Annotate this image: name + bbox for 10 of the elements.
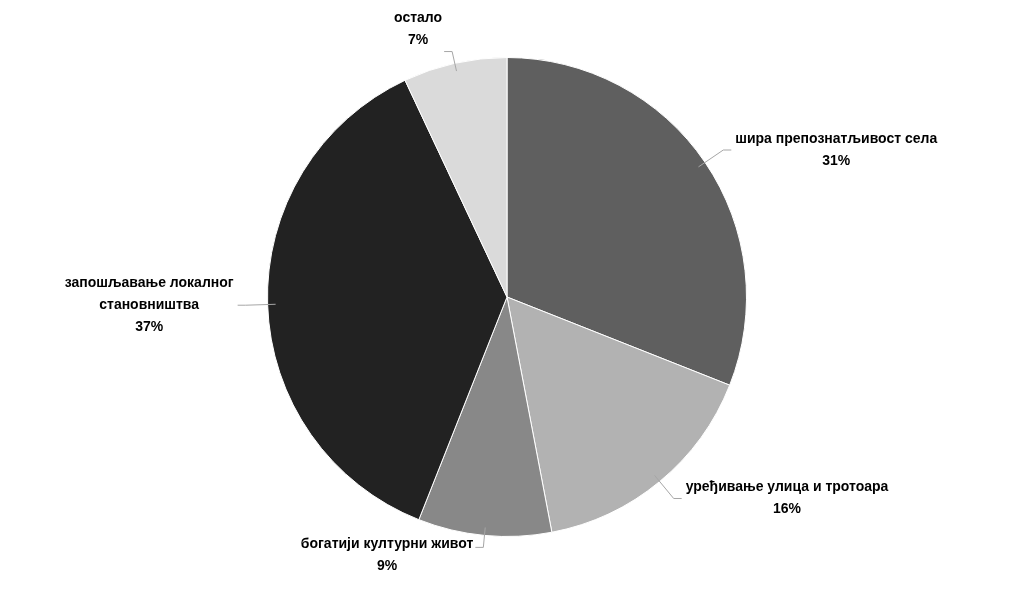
data-label: 37% [135, 318, 164, 335]
data-label: 7% [407, 31, 429, 48]
slice-label: шира препознатљивост села [735, 129, 938, 146]
slice-label: богатији културни живот [300, 535, 474, 552]
slice-label: остало [394, 9, 443, 26]
slice-label: уређивање улица и тротоара [685, 478, 889, 495]
data-label: 9% [376, 557, 398, 574]
data-label: 31% [822, 151, 851, 168]
slice-label: запошљавање локалног становништва [64, 274, 234, 313]
data-label: 16% [773, 500, 802, 517]
